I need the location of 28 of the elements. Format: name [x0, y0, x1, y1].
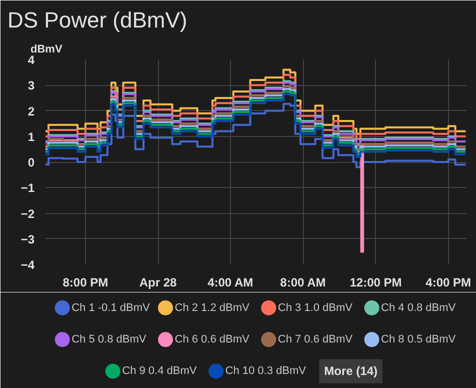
- legend-label: Ch 5 0.8 dBmV: [72, 334, 147, 346]
- legend-label: Ch 7 0.6 dBmV: [278, 334, 354, 346]
- text: More (14): [324, 364, 378, 378]
- x-tick-label: 12:00 PM: [350, 276, 402, 290]
- legend-label: Ch 4 0.8 dBmV: [381, 302, 456, 314]
- y-tick-label: −4: [20, 258, 35, 272]
- x-tick-label: 4:00 PM: [426, 276, 472, 290]
- legend-label: Ch 2 1.2 dBmV: [174, 302, 250, 314]
- y-tick-label: −2: [20, 206, 35, 221]
- legend-label: Ch 6 0.6 dBmV: [174, 334, 250, 346]
- y-tick-label: 3: [28, 78, 35, 93]
- y-tick-label: −1: [20, 181, 35, 196]
- legend-label: Ch 9 0.4 dBmV: [122, 365, 198, 378]
- y-tick-label: 1: [28, 130, 35, 144]
- y-tick-label: 4: [28, 53, 35, 67]
- y-tick-label: −3: [20, 232, 35, 246]
- y-tick-label: 0: [28, 156, 35, 170]
- x-tick-label: Apr 28: [139, 276, 178, 290]
- x-tick-label: 8:00 AM: [280, 276, 326, 290]
- legend-label: Ch 8 0.5 dBmV: [381, 334, 456, 346]
- legend-label: Ch 10 0.3 dBmV: [225, 365, 307, 378]
- y-axis-title: dBmV: [30, 44, 63, 56]
- x-tick-label: 4:00 AM: [208, 276, 254, 290]
- x-tick-label: 8:00 PM: [62, 276, 108, 290]
- legend-label: Ch 1 -0.1 dBmV: [72, 302, 151, 314]
- y-tick-label: 2: [28, 104, 35, 118]
- chart-title: DS Power (dBmV): [8, 8, 188, 32]
- legend-label: Ch 3 1.0 dBmV: [278, 302, 354, 314]
